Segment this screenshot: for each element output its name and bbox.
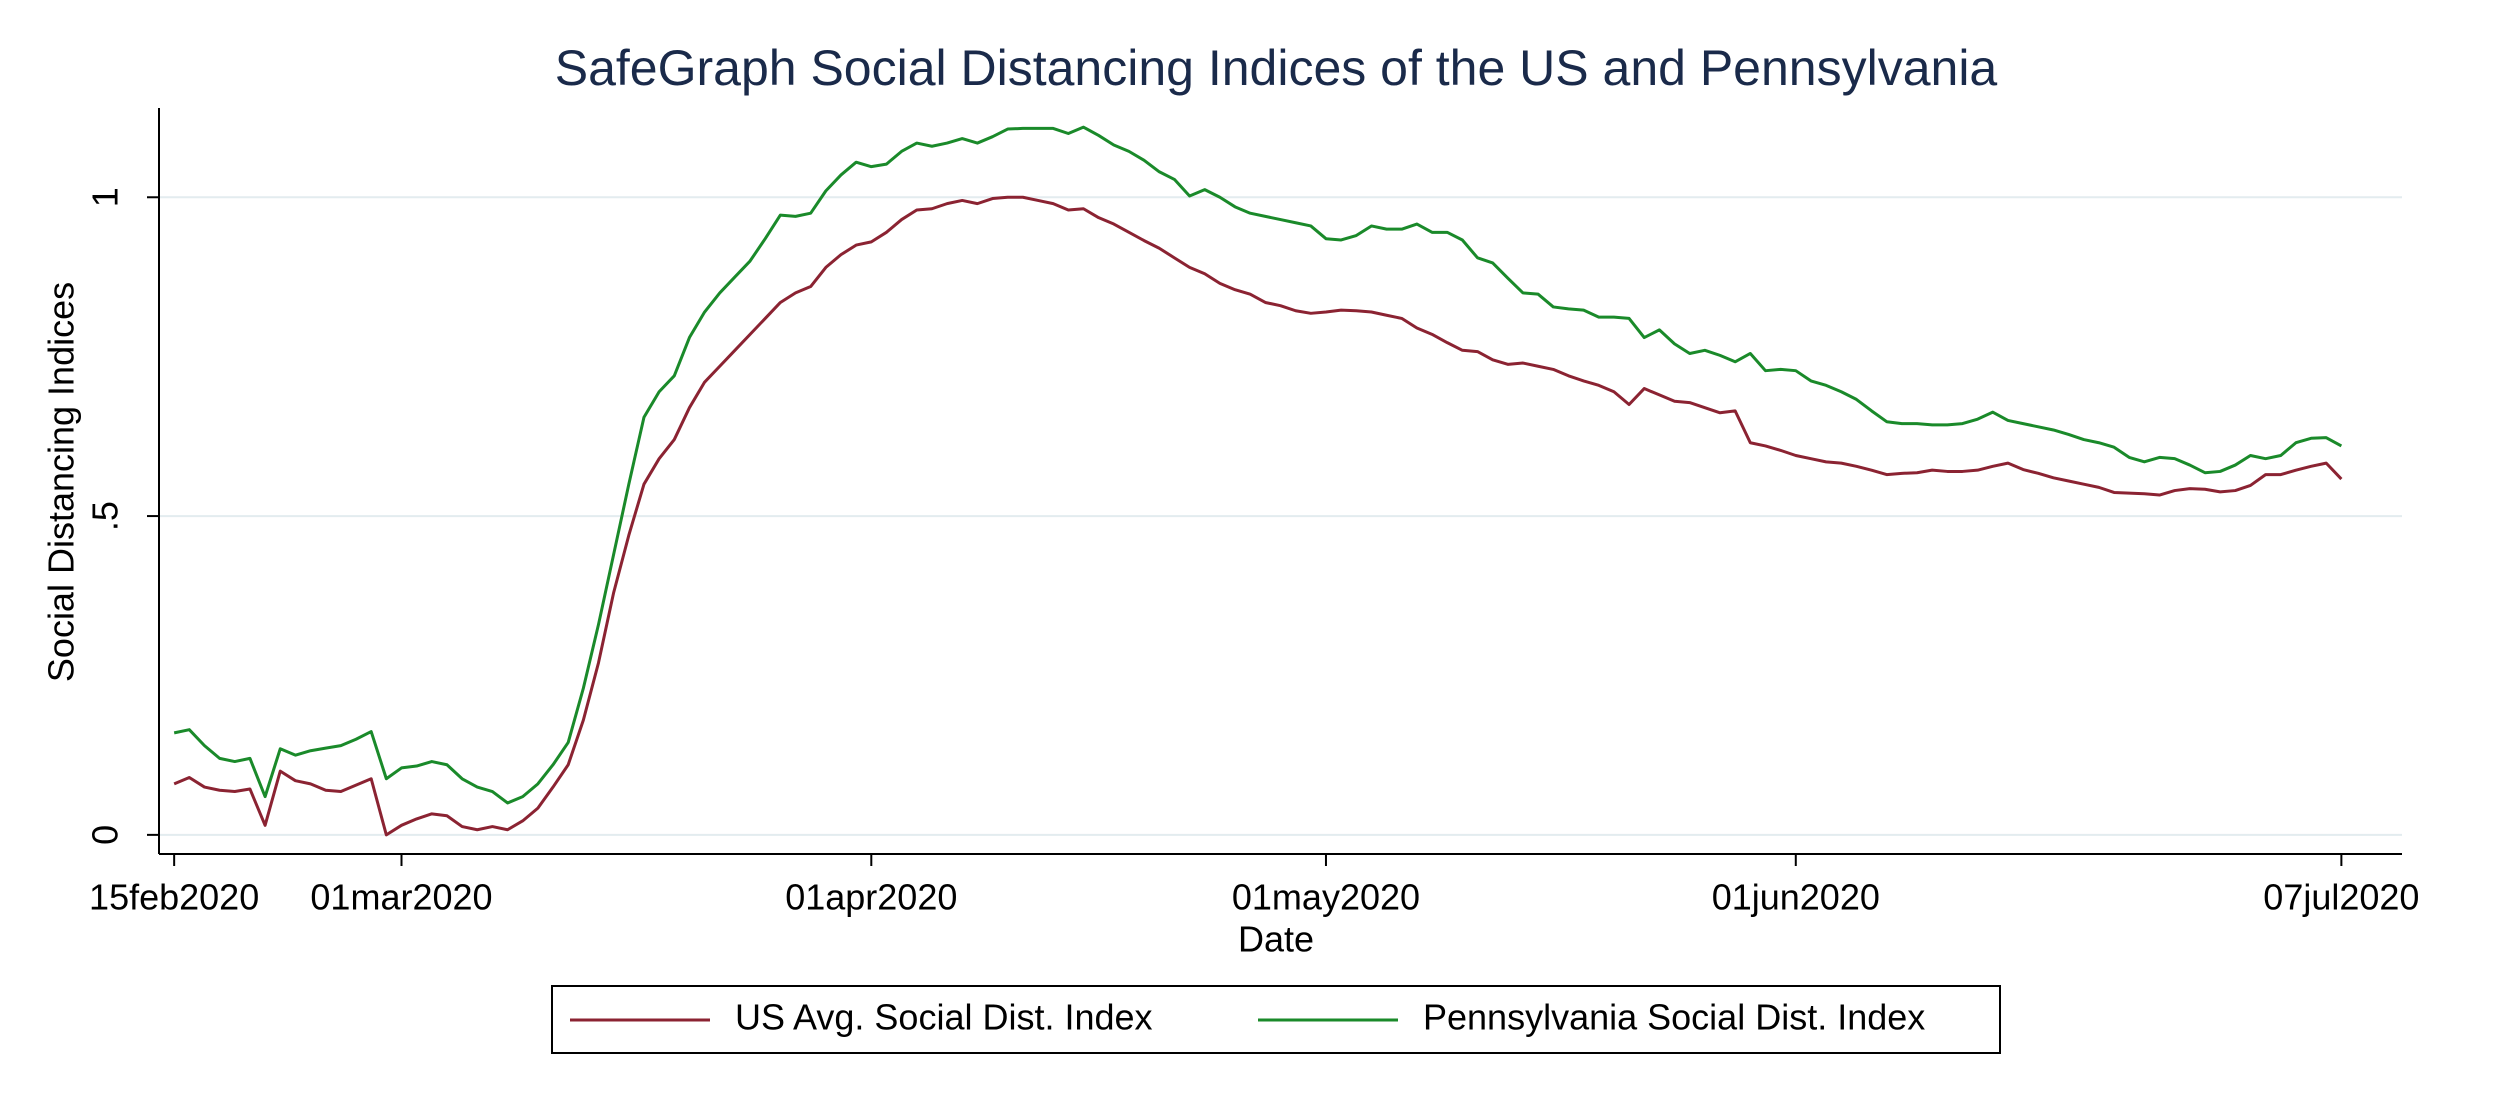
y-axis-label: Social Distancing Indices bbox=[41, 282, 82, 682]
y-tick-label: .5 bbox=[85, 501, 126, 531]
legend-box bbox=[551, 985, 2001, 1054]
line-series bbox=[173, 195, 2343, 837]
legend-label: Pennsylvania Social Dist. Index bbox=[1423, 997, 1925, 1038]
y-tick-label: 0 bbox=[85, 825, 126, 845]
x-tick-label: 01jun2020 bbox=[1712, 877, 1880, 918]
x-tick-label: 01may2020 bbox=[1232, 877, 1420, 918]
x-axis-label: Date bbox=[1238, 919, 1314, 960]
line-series bbox=[173, 125, 2343, 805]
x-tick-label: 01apr2020 bbox=[785, 877, 957, 918]
chart-title: SafeGraph Social Distancing Indices of t… bbox=[555, 40, 1998, 96]
x-tick-label: 07jul2020 bbox=[2263, 877, 2419, 918]
x-tick-label: 15feb2020 bbox=[89, 877, 259, 918]
legend-label: US Avg. Social Dist. Index bbox=[735, 997, 1153, 1038]
y-tick-label: 1 bbox=[85, 187, 126, 207]
x-tick-label: 01mar2020 bbox=[310, 877, 492, 918]
